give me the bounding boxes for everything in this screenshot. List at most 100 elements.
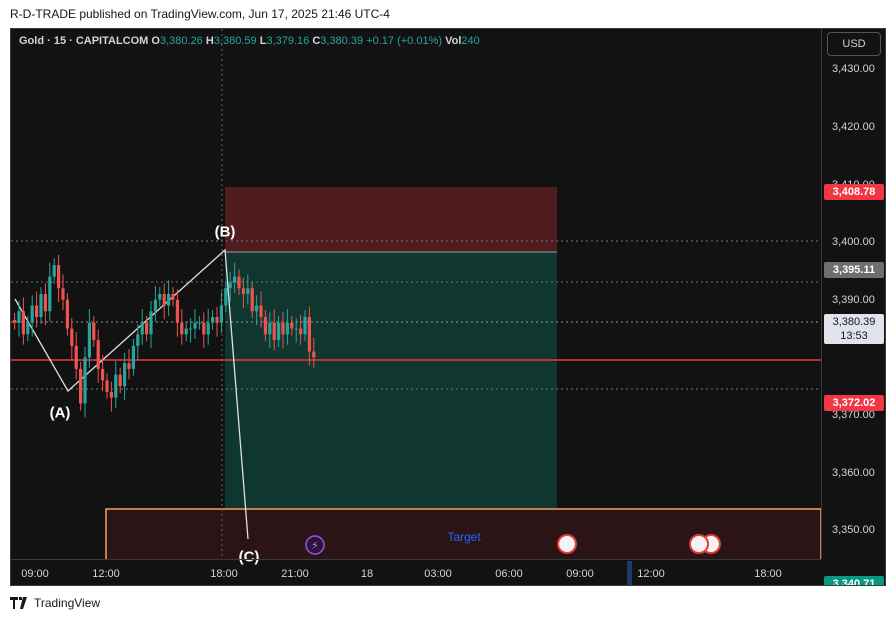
chart-plot[interactable]: ⚡	[11, 29, 821, 559]
candle-body	[184, 328, 188, 335]
candle-body	[123, 363, 127, 387]
price-tick-label: 3,390.00	[832, 293, 875, 306]
candle-body	[294, 328, 298, 330]
time-tick-label: 18	[360, 568, 374, 580]
candle-body	[193, 322, 197, 329]
candle-body	[87, 322, 91, 358]
us-flag-icon	[557, 534, 577, 554]
candle-body	[307, 317, 311, 352]
candle-body	[149, 311, 153, 335]
svg-text:⚡: ⚡	[311, 539, 319, 552]
time-tick-label: 21:00	[281, 568, 309, 580]
candle-body	[233, 276, 237, 283]
candle-body	[52, 265, 56, 277]
candle-body	[175, 299, 179, 323]
candle-body	[237, 276, 241, 289]
candle-body	[127, 363, 131, 369]
candle-body	[277, 322, 281, 341]
candle-body	[255, 305, 259, 312]
candle-body	[268, 322, 272, 335]
candle-body	[197, 322, 201, 324]
candle-body	[21, 311, 25, 335]
candle-body	[65, 299, 69, 329]
time-tick-label: 12:00	[637, 568, 665, 580]
target-zone	[225, 252, 557, 508]
symbol-legend: Gold · 15 · CAPITALCOM O3,380.26 H3,380.…	[19, 35, 480, 47]
candle-body	[131, 345, 135, 369]
candle-body	[246, 288, 250, 294]
footer: TradingView	[10, 596, 100, 610]
candle-body	[180, 322, 184, 335]
time-tick-label: 09:00	[566, 568, 594, 580]
time-tick-label: 06:00	[495, 568, 523, 580]
lightning-event-icon	[305, 535, 325, 555]
wave-label-b: (B)	[214, 223, 236, 241]
price-tick-label: 3,360.00	[832, 466, 875, 479]
candle-body	[39, 294, 43, 318]
currency-button[interactable]: USD	[827, 32, 881, 56]
footer-brand: TradingView	[34, 596, 101, 610]
candle-body	[114, 374, 118, 398]
candle-body	[162, 294, 166, 306]
candles-group	[13, 254, 316, 418]
candle-body	[30, 305, 34, 323]
candle-body	[105, 380, 109, 392]
candle-body	[206, 322, 210, 335]
price-tick-label: 3,350.00	[832, 524, 875, 537]
candle-body	[250, 288, 254, 312]
candle-body	[290, 322, 294, 329]
candle-body	[219, 305, 223, 323]
candle-body	[228, 282, 232, 289]
price-level-tag: 3,408.78	[824, 183, 884, 200]
candle-body	[281, 322, 285, 335]
wave-label-a: (A)	[49, 404, 71, 422]
time-axis[interactable]: 09:00 12:00 18:00 21:00 18 03:00 06:00 09:00 12:…	[11, 559, 821, 585]
wave-label-c: (C)	[238, 548, 260, 566]
candle-body	[140, 322, 144, 335]
price-axis[interactable]: 3,430.003,420.003,410.003,400.003,390.00…	[821, 29, 885, 585]
candle-body	[299, 328, 303, 335]
candle-body	[312, 351, 316, 358]
time-tick-label: 12:00	[92, 568, 120, 580]
candle-body	[35, 305, 39, 318]
us-flag-icon	[689, 534, 709, 554]
price-tick-label: 3,370.00	[832, 408, 875, 421]
candle-body	[26, 322, 30, 335]
last-price-tag: 3,380.39 13:53	[824, 314, 884, 344]
price-level-tag: 3,372.02	[824, 395, 884, 412]
price-tick-label: 3,420.00	[832, 120, 875, 133]
candle-body	[153, 299, 157, 312]
symbol-name: Gold · 15 · CAPITALCOM	[19, 35, 149, 47]
price-tick-label: 3,430.00	[832, 63, 875, 76]
candle-body	[70, 328, 74, 346]
candle-body	[202, 322, 206, 335]
candle-body	[215, 317, 219, 323]
candle-body	[224, 288, 228, 306]
chart-panel[interactable]: ⚡ (A) (B) (C) Target Gold · 15 · CAPITAL…	[10, 28, 886, 586]
candle-body	[79, 368, 83, 404]
candle-body	[61, 288, 65, 300]
publish-info: R-D-TRADE published on TradingView.com, …	[10, 7, 390, 21]
candle-body	[259, 305, 263, 318]
candle-body	[171, 294, 175, 300]
candle-body	[43, 294, 47, 312]
candle-body	[158, 294, 162, 300]
target-label: Target	[447, 530, 481, 544]
time-tick-label: 03:00	[424, 568, 452, 580]
price-level-tag: 3,395.11	[824, 262, 884, 279]
candle-body	[211, 317, 215, 323]
candle-body	[83, 357, 87, 404]
time-tick-label: 18:00	[210, 568, 238, 580]
candle-body	[101, 368, 105, 381]
candle-body	[136, 334, 140, 346]
candle-body	[17, 311, 21, 323]
candle-body	[145, 322, 149, 335]
candle-body	[263, 317, 267, 335]
candle-body	[13, 319, 17, 323]
candle-body	[167, 294, 171, 306]
candle-body	[109, 391, 113, 398]
time-tick-label: 18:00	[754, 568, 782, 580]
tradingview-logo-icon	[10, 597, 27, 609]
candle-body	[57, 265, 61, 289]
candle-body	[48, 276, 52, 312]
